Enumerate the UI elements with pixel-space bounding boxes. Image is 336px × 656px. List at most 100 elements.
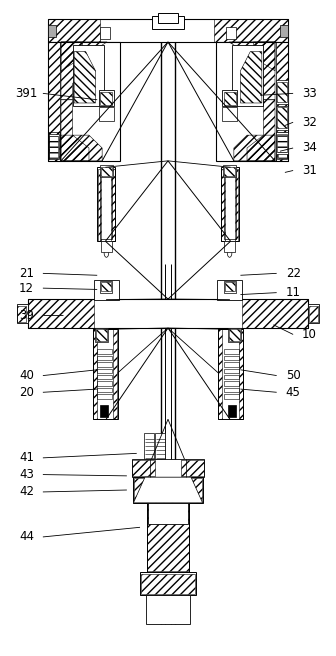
Bar: [48, 20, 288, 42]
Text: 43: 43: [19, 468, 34, 481]
Bar: [93, 329, 97, 419]
Bar: [156, 434, 165, 459]
Bar: [97, 169, 101, 241]
Bar: [224, 362, 239, 367]
Bar: [100, 27, 110, 39]
Bar: [97, 369, 112, 373]
Bar: [100, 405, 108, 417]
Bar: [225, 282, 235, 291]
Bar: [113, 329, 117, 419]
Bar: [141, 574, 195, 594]
Bar: [218, 329, 222, 419]
Bar: [97, 356, 112, 360]
Text: 33: 33: [302, 87, 317, 100]
Bar: [48, 24, 56, 37]
Polygon shape: [133, 477, 203, 503]
Bar: [224, 281, 236, 293]
Bar: [97, 394, 112, 399]
Bar: [99, 90, 114, 106]
Bar: [276, 80, 288, 104]
Bar: [28, 299, 308, 328]
Bar: [228, 405, 236, 417]
Bar: [277, 108, 287, 128]
Bar: [16, 304, 28, 323]
Bar: [277, 134, 287, 152]
Bar: [277, 82, 287, 102]
Bar: [140, 572, 196, 595]
Text: 22: 22: [286, 267, 301, 280]
Bar: [97, 375, 112, 379]
Bar: [228, 328, 241, 342]
Bar: [186, 477, 198, 490]
Text: 45: 45: [286, 386, 301, 399]
Bar: [111, 169, 115, 241]
Bar: [218, 329, 243, 419]
Bar: [181, 461, 204, 476]
Bar: [308, 306, 318, 322]
Bar: [235, 169, 239, 241]
Bar: [222, 90, 237, 106]
Bar: [73, 45, 104, 106]
Bar: [216, 42, 288, 161]
Bar: [221, 167, 239, 241]
Text: 50: 50: [286, 369, 300, 382]
Bar: [276, 42, 288, 161]
Bar: [133, 477, 203, 503]
Bar: [242, 299, 308, 328]
Bar: [224, 172, 236, 239]
Bar: [93, 329, 118, 419]
Bar: [100, 92, 112, 105]
Bar: [97, 362, 112, 367]
Text: 31: 31: [302, 164, 317, 177]
Bar: [146, 503, 190, 572]
Bar: [224, 167, 235, 176]
Bar: [138, 477, 150, 490]
Bar: [222, 107, 237, 121]
Bar: [308, 304, 320, 323]
Text: 40: 40: [19, 369, 34, 382]
Circle shape: [227, 248, 232, 257]
Bar: [49, 134, 59, 159]
Bar: [134, 478, 202, 502]
Bar: [224, 356, 239, 360]
Bar: [232, 45, 263, 106]
Bar: [144, 434, 154, 459]
Bar: [145, 595, 191, 624]
Bar: [276, 132, 288, 154]
Bar: [224, 92, 236, 105]
Bar: [217, 280, 242, 300]
Bar: [101, 167, 112, 176]
Text: 34: 34: [302, 142, 317, 155]
Text: 11: 11: [286, 286, 301, 299]
Text: 21: 21: [19, 267, 34, 280]
Bar: [97, 349, 112, 354]
Text: 391: 391: [15, 87, 38, 100]
Bar: [221, 169, 225, 241]
Bar: [239, 329, 243, 419]
Bar: [49, 136, 58, 157]
Bar: [224, 375, 239, 379]
Bar: [277, 134, 287, 159]
Circle shape: [104, 175, 109, 185]
Bar: [48, 20, 100, 42]
Text: 39: 39: [19, 308, 34, 321]
Bar: [100, 165, 113, 177]
Bar: [214, 20, 288, 42]
Bar: [100, 172, 112, 239]
Text: 42: 42: [19, 485, 34, 499]
Text: 41: 41: [19, 451, 34, 464]
Bar: [280, 24, 288, 37]
Bar: [48, 42, 120, 161]
Bar: [152, 16, 184, 29]
Bar: [99, 107, 114, 121]
Text: 10: 10: [302, 328, 317, 341]
Bar: [132, 461, 155, 476]
Text: 20: 20: [19, 386, 34, 399]
Bar: [148, 503, 188, 524]
Bar: [224, 369, 239, 373]
Bar: [224, 349, 239, 354]
Bar: [95, 329, 107, 341]
Bar: [132, 459, 204, 477]
Bar: [224, 241, 235, 252]
Bar: [223, 165, 236, 177]
